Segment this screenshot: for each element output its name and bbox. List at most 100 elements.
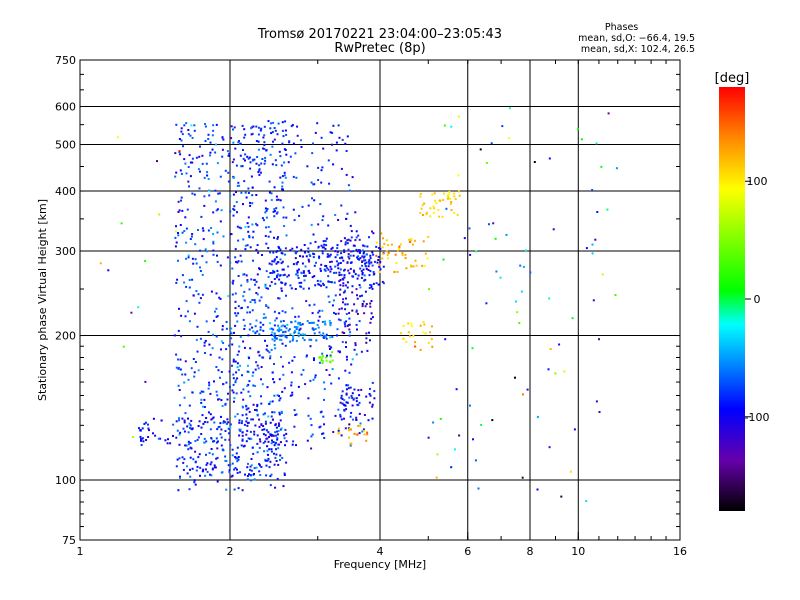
echo-point [201,293,204,296]
echo-point [202,405,204,408]
echo-point [330,268,333,271]
echo-point [322,240,325,243]
echo-point [363,414,366,416]
echo-point [187,129,190,131]
echo-point [187,443,190,446]
echo-point [201,162,204,165]
echo-point [359,257,362,260]
echo-point [273,381,276,384]
echo-point [286,275,289,278]
echo-point [188,154,191,157]
echo-point [335,141,338,144]
echo-point [236,413,239,416]
echo-point [313,264,316,267]
echo-point [258,268,261,271]
echo-point [216,428,219,431]
echo-point [221,136,224,139]
echo-point [270,192,273,195]
echo-point [208,194,211,197]
echo-point [380,232,383,235]
echo-point [314,284,317,287]
echo-point [197,229,199,231]
echo-point [312,252,314,255]
echo-point [422,321,425,324]
echo-point [120,222,123,225]
echo-point [409,241,412,243]
echo-point [361,303,364,305]
echo-point [251,236,254,239]
echo-point [323,388,326,391]
echo-point [263,141,266,144]
echo-point [455,388,458,391]
echo-point [258,169,261,172]
echo-point [414,341,417,344]
echo-point [249,468,252,471]
echo-point [317,179,320,181]
echo-point [273,236,275,239]
echo-point [237,260,240,263]
echo-point [378,271,381,273]
echo-point [215,335,218,338]
echo-point [270,122,272,125]
echo-point [255,162,258,165]
echo-point [229,386,231,388]
echo-point [255,292,258,294]
echo-point [213,464,216,467]
echo-point [139,435,142,438]
echo-point [295,263,298,266]
echo-point [308,322,311,324]
y-tick-label: 200 [55,330,76,343]
echo-point [291,124,294,127]
echo-point [237,458,240,461]
echo-point [311,321,314,324]
echo-point [226,150,229,153]
echo-point [222,138,225,141]
echo-point [358,432,361,435]
echo-point [144,260,147,262]
echo-point [386,254,389,257]
echo-point [347,184,350,187]
echo-point [447,196,450,199]
echo-point [235,260,237,263]
echo-point [284,253,286,256]
echo-point [318,331,321,334]
echo-point [210,461,213,464]
echo-point [175,123,178,126]
echo-point [435,476,438,479]
echo-point [240,260,243,263]
echo-point [401,252,404,255]
echo-point [181,417,184,420]
echo-point [260,127,263,130]
echo-point [274,486,277,489]
echo-point [254,332,257,335]
echo-point [230,332,233,335]
echo-point [409,264,412,267]
echo-point [179,153,182,156]
echo-point [370,284,373,287]
echo-point [268,262,271,265]
echo-point [386,244,389,247]
echo-point [353,397,356,400]
echo-point [264,339,266,342]
echo-point [252,452,255,455]
echo-point [172,423,175,426]
echo-point [248,234,251,237]
echo-point [255,466,258,469]
echo-point [337,377,340,380]
echo-point [138,427,140,430]
echo-point [457,174,460,177]
echo-point [185,444,188,447]
echo-point [276,133,279,136]
echo-point [273,463,276,466]
echo-point [437,209,440,211]
echo-point [144,380,147,383]
echo-point [260,162,263,165]
echo-point [324,335,327,338]
echo-point [250,479,252,482]
echo-point [314,376,317,379]
echo-point [297,277,300,279]
echo-point [281,252,284,255]
echo-point [179,169,182,172]
echo-point [283,434,286,437]
echo-point [271,331,274,334]
